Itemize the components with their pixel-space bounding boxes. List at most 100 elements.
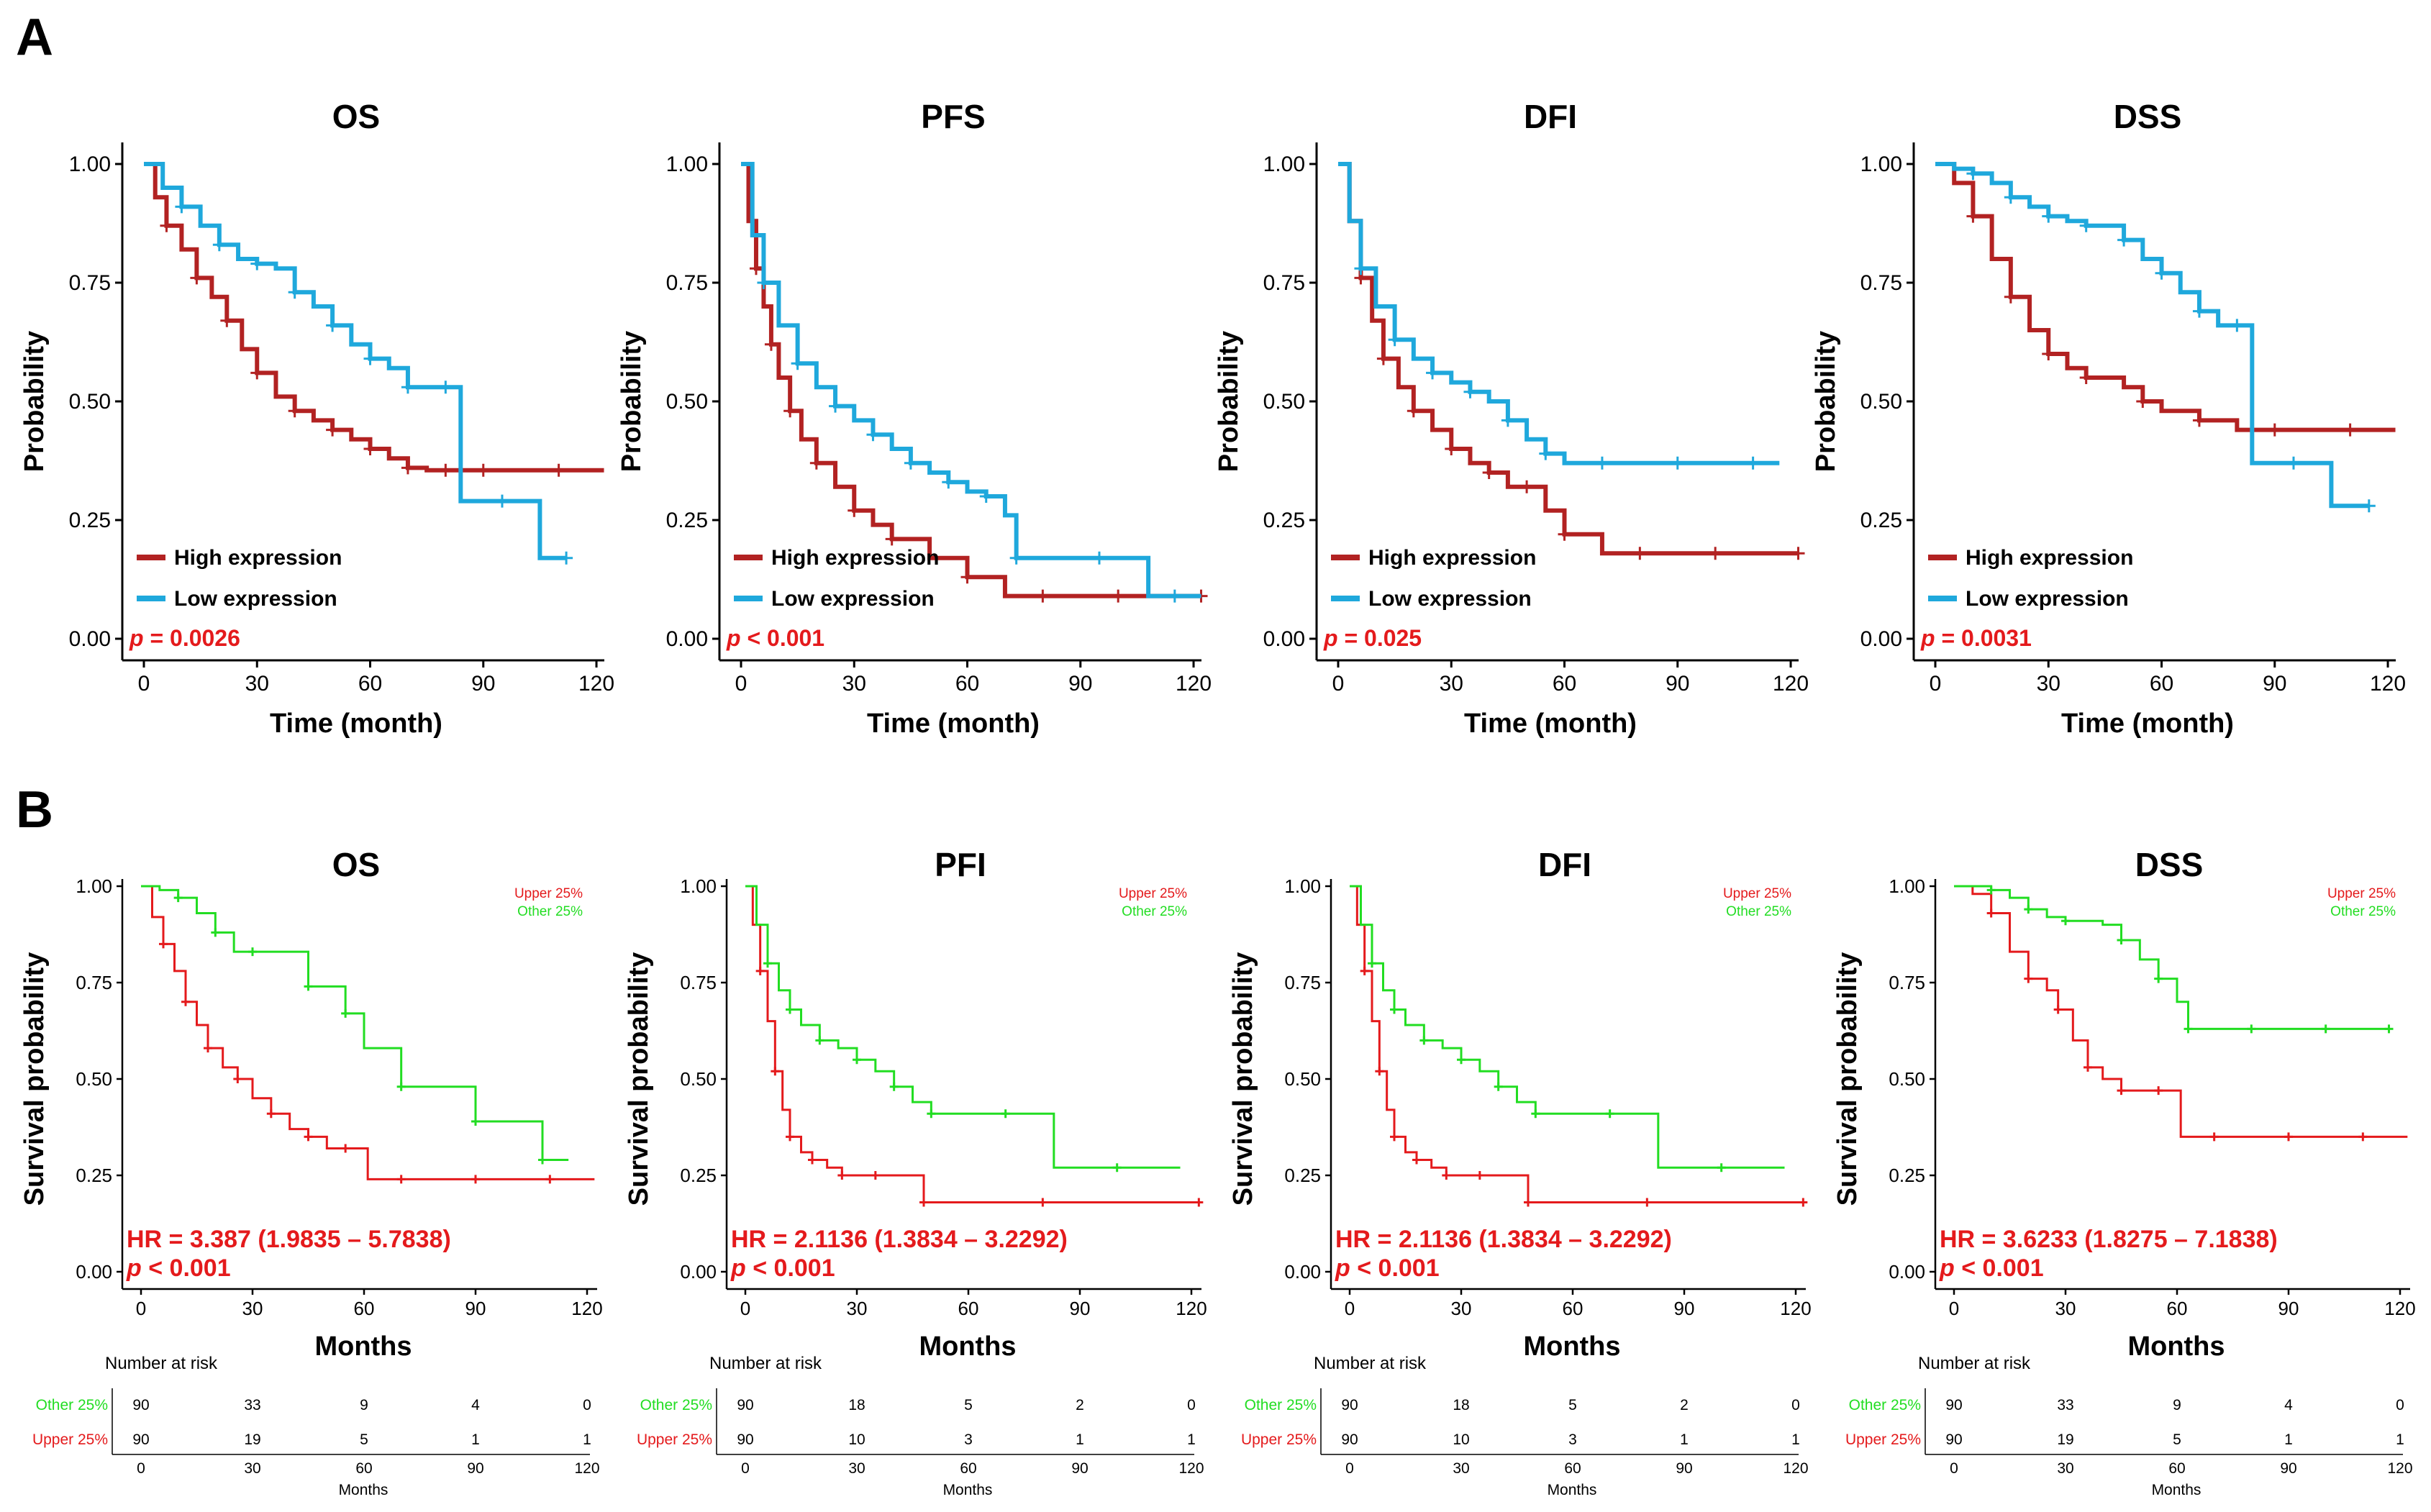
y-tick-label: 0.25 — [76, 1165, 112, 1186]
x-tick-label: 30 — [2055, 1298, 2076, 1319]
y-tick-label: 0.75 — [1284, 972, 1321, 993]
series-high-censor-mark — [1036, 589, 1050, 603]
risk-count-upper: 90 — [737, 1431, 753, 1448]
series-line-high — [1338, 162, 1799, 556]
y-tick-label: 1.00 — [69, 152, 111, 176]
x-tick-label: 30 — [242, 1298, 263, 1319]
risk-row-label-other: Other 25% — [36, 1397, 108, 1413]
chart-title: DFI — [1538, 846, 1591, 883]
series-high-censor-mark — [2136, 395, 2150, 408]
series-high-censor-mark — [190, 271, 204, 285]
y-axis-label: Probability — [19, 331, 50, 472]
series-high-censor-mark — [1482, 466, 1496, 479]
legend-label-other: Other 25% — [1726, 904, 1791, 919]
series-upper-censor-mark — [2117, 1086, 2126, 1096]
series-high-censor-mark — [1966, 209, 1980, 223]
x-tick-label: 60 — [2167, 1298, 2188, 1319]
y-tick-label: 0.75 — [1860, 271, 1902, 295]
risk-row-label-upper: Upper 25% — [32, 1431, 108, 1448]
risk-count-other: 90 — [1341, 1397, 1358, 1413]
x-axis-label: Months — [919, 1331, 1016, 1362]
y-tick-label: 1.00 — [1860, 152, 1902, 176]
risk-x-tick-label: 60 — [355, 1460, 372, 1477]
risk-count-other: 90 — [132, 1397, 149, 1413]
x-tick-label: 120 — [1176, 672, 1212, 696]
y-tick-label: 0.75 — [1889, 972, 1925, 993]
series-other-censor-mark — [1457, 1055, 1466, 1065]
series-high-censor-mark — [476, 463, 490, 477]
risk-x-tick-label: 30 — [1453, 1460, 1469, 1477]
series-upper-censor-mark — [1194, 1198, 1204, 1207]
risk-x-tick-label: 90 — [2280, 1460, 2296, 1477]
series-low-censor-mark — [1463, 385, 1477, 399]
series-low-censor-mark — [1671, 456, 1684, 470]
series-low-censor-mark — [757, 276, 771, 289]
series-low-censor-mark — [2042, 209, 2055, 223]
y-tick-label: 0.00 — [666, 627, 708, 651]
series-upper-censor-mark — [1038, 1198, 1048, 1207]
y-tick-label: 0.50 — [69, 390, 111, 414]
risk-x-axis-label: Months — [1548, 1482, 1597, 1498]
y-tick-label: 0.75 — [76, 972, 112, 993]
series-line-low — [741, 162, 1201, 598]
chart-title: DSS — [2135, 846, 2204, 883]
y-tick-label: 0.50 — [76, 1068, 112, 1090]
risk-count-other: 90 — [1945, 1397, 1962, 1413]
hazard-ratio: HR = 3.6233 (1.8275 – 7.1838) — [1940, 1226, 2278, 1253]
legend-label-upper: Upper 25% — [1119, 886, 1187, 901]
series-other-censor-mark — [1390, 1005, 1399, 1014]
x-tick-label: 30 — [842, 672, 866, 696]
x-tick-label: 30 — [245, 672, 269, 696]
series-high-censor-mark — [220, 314, 234, 327]
risk-x-axis-label: Months — [2152, 1482, 2201, 1498]
series-high-censor-mark — [2042, 347, 2055, 360]
y-tick-label: 0.75 — [666, 271, 708, 295]
series-upper-censor-mark — [1360, 966, 1369, 975]
x-tick-label: 90 — [465, 1298, 486, 1319]
series-upper-censor-mark — [2358, 1132, 2368, 1142]
x-axis-label: Time (month) — [1464, 709, 1637, 739]
risk-x-tick-label: 120 — [574, 1460, 599, 1477]
series-line-other — [141, 885, 569, 1162]
y-tick-label: 1.00 — [1284, 875, 1321, 897]
series-other-censor-mark — [1419, 1036, 1429, 1045]
risk-count-upper: 1 — [2284, 1431, 2293, 1448]
series-low-censor-mark — [1966, 167, 1980, 181]
risk-table-title: Number at risk — [709, 1354, 822, 1373]
series-line-upper — [1350, 885, 1804, 1204]
series-low-censor-mark — [250, 257, 264, 270]
series-line-upper — [1954, 885, 2408, 1138]
series-high-censor-mark — [749, 262, 763, 275]
x-tick-label: 0 — [1345, 1298, 1355, 1319]
legend-label-high: High expression — [174, 546, 342, 570]
risk-count-upper: 90 — [1945, 1431, 1962, 1448]
series-line-upper — [141, 885, 595, 1180]
x-tick-label: 30 — [1440, 672, 1463, 696]
x-tick-label: 120 — [1176, 1298, 1207, 1319]
risk-table-title: Number at risk — [1314, 1354, 1427, 1373]
chart-title: OS — [332, 846, 380, 883]
series-low-censor-mark — [979, 490, 993, 503]
risk-count-upper: 5 — [360, 1431, 368, 1448]
y-tick-label: 0.25 — [1263, 509, 1305, 532]
series-low-censor-mark — [1595, 456, 1609, 470]
series-upper-censor-mark — [304, 1132, 313, 1142]
series-other-censor-mark — [889, 1082, 899, 1091]
series-low-censor-mark — [1009, 551, 1023, 565]
series-high-censor-mark — [2343, 423, 2357, 437]
y-tick-label: 0.75 — [680, 972, 717, 993]
risk-count-upper: 1 — [1076, 1431, 1084, 1448]
chart-title: OS — [332, 98, 380, 135]
risk-row-label-upper: Upper 25% — [1845, 1431, 1921, 1448]
series-line-upper — [745, 885, 1199, 1204]
series-other-censor-mark — [2154, 974, 2163, 983]
y-tick-label: 0.75 — [69, 271, 111, 295]
p-value: p = 0.025 — [1323, 625, 1422, 651]
y-tick-label: 1.00 — [76, 875, 112, 897]
series-other-censor-mark — [248, 947, 257, 957]
series-other-censor-mark — [763, 959, 772, 968]
series-other-censor-mark — [2024, 905, 2033, 914]
x-tick-label: 30 — [1451, 1298, 1472, 1319]
